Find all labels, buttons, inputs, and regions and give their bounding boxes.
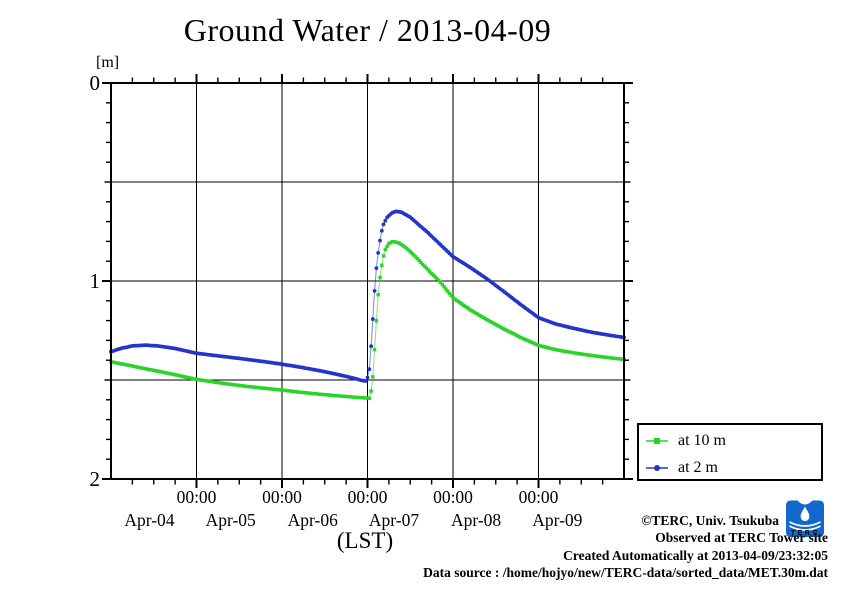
- y-axis-unit-label: [m]: [96, 54, 120, 71]
- x-day-label: Apr-07: [369, 510, 419, 530]
- x-tick-label: 00:00: [519, 487, 559, 507]
- y-tick-label: 0: [90, 71, 101, 95]
- legend-box: at 10 m at 2 m: [637, 423, 823, 481]
- x-day-label: Apr-08: [451, 510, 501, 530]
- x-day-label: Apr-06: [288, 510, 338, 530]
- legend-label-10m: at 10 m: [678, 431, 726, 449]
- data-source-text: Data source : /home/hojyo/new/TERC-data/…: [423, 565, 828, 580]
- y-tick-label: 1: [90, 269, 101, 293]
- grid-lines: [111, 83, 624, 479]
- series-at-10-m: [109, 240, 626, 400]
- y-tick-label: 2: [90, 467, 101, 491]
- x-tick-label: 00:00: [348, 487, 388, 507]
- legend-marker-10m-icon: [645, 436, 673, 446]
- axis-ticks: [102, 74, 633, 488]
- x-tick-label: 00:00: [177, 487, 217, 507]
- x-tick-label: 00:00: [433, 487, 473, 507]
- terc-logo-icon: TERC: [782, 499, 828, 538]
- x-day-label: Apr-04: [124, 510, 174, 530]
- legend-label-2m: at 2 m: [678, 458, 718, 476]
- x-day-label: Apr-05: [206, 510, 256, 530]
- copyright-text: ©TERC, Univ. Tsukuba: [641, 513, 779, 528]
- series-at-2-m: [109, 209, 626, 383]
- observed-site-text: Observed at TERC Tower site: [655, 530, 828, 545]
- x-tick-label: 00:00: [262, 487, 302, 507]
- created-timestamp-text: Created Automatically at 2013-04-09/23:3…: [563, 548, 828, 563]
- terc-logo-text: TERC: [791, 530, 820, 537]
- legend-marker-2m-icon: [645, 463, 673, 473]
- legend-item-10m: at 10 m: [639, 427, 821, 454]
- legend-item-2m: at 2 m: [639, 454, 821, 481]
- chart-title: Ground Water / 2013-04-09: [183, 12, 552, 48]
- x-axis-label: (LST): [336, 528, 394, 553]
- plot-frame: [110, 82, 625, 480]
- x-day-label: Apr-09: [532, 510, 582, 530]
